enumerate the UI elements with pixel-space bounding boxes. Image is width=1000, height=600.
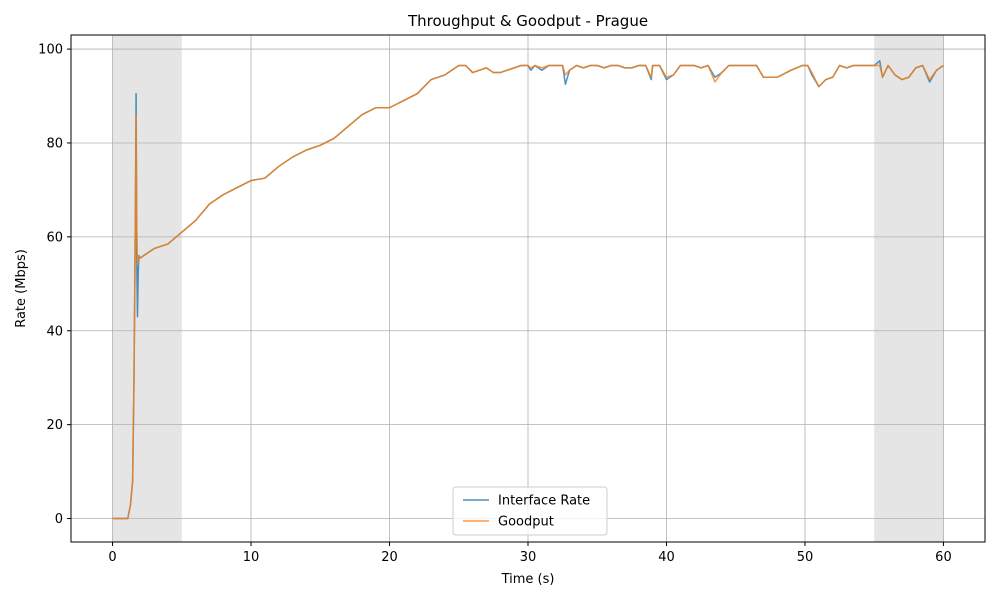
- y-tick-label: 0: [55, 512, 63, 527]
- chart-title: Throughput & Goodput - Prague: [407, 12, 648, 30]
- series-layer: [112, 60, 944, 520]
- y-tick-label: 100: [38, 43, 63, 58]
- y-ticks: 0 20 40 60 80 100: [38, 43, 71, 527]
- legend-label-2: Goodput: [498, 515, 554, 530]
- y-tick-label: 20: [46, 418, 63, 433]
- shaded-region-1: [874, 35, 944, 542]
- grid-lines: [71, 35, 985, 542]
- x-tick-label: 10: [243, 550, 260, 565]
- y-tick-label: 40: [46, 324, 63, 339]
- x-tick-label: 0: [108, 550, 116, 565]
- legend-box: [452, 486, 608, 536]
- shaded-region-0: [112, 35, 182, 542]
- x-tick-label: 50: [797, 550, 814, 565]
- y-axis-label: Rate (Mbps): [14, 249, 29, 328]
- x-tick-label: 20: [381, 550, 398, 565]
- shaded-regions: [112, 35, 944, 542]
- x-ticks: 0 10 20 30 40 50 60: [108, 542, 952, 565]
- y-tick-label: 80: [46, 136, 63, 151]
- x-axis-label: Time (s): [501, 572, 555, 587]
- x-tick-label: 60: [935, 550, 952, 565]
- x-tick-label: 30: [520, 550, 537, 565]
- y-tick-label: 60: [46, 230, 63, 245]
- legend: Interface Rate Goodput: [452, 486, 608, 536]
- legend-label-1: Interface Rate: [498, 494, 590, 509]
- x-tick-label: 40: [658, 550, 675, 565]
- series-line-2: [112, 64, 944, 520]
